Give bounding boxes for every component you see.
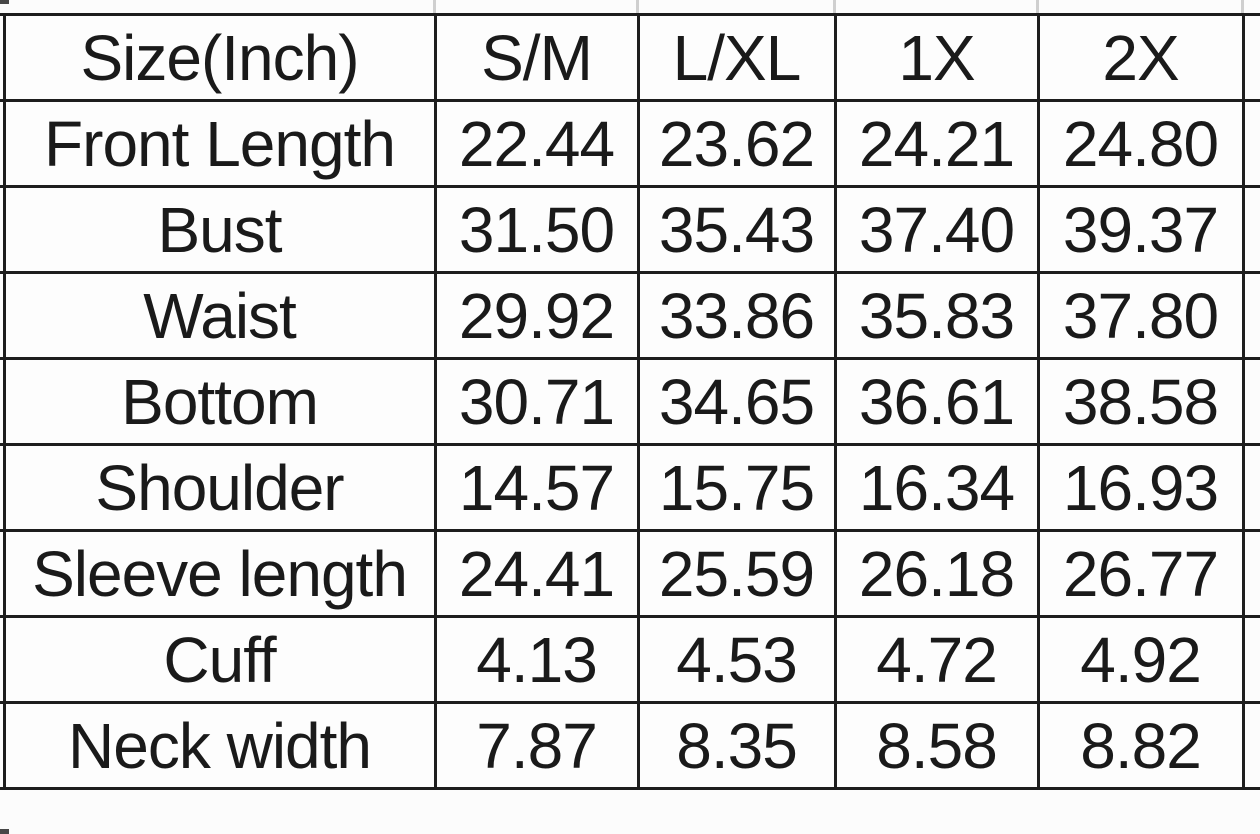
gridline-extension xyxy=(0,99,4,188)
scan-tick xyxy=(1036,0,1039,13)
measurement-row: Cuff 4.13 4.53 4.72 4.92 xyxy=(0,615,1260,704)
measurement-label: Shoulder xyxy=(2,443,437,532)
gridline-extension xyxy=(1243,615,1260,704)
gridline-extension xyxy=(1243,99,1260,188)
measurement-label: Bust xyxy=(2,185,437,274)
size-column-header: 2X xyxy=(1036,13,1245,102)
measurement-value: 8.35 xyxy=(636,701,837,790)
gridline-extension xyxy=(0,13,4,102)
measurement-value: 7.87 xyxy=(433,701,640,790)
measurement-label: Waist xyxy=(2,271,437,360)
measurement-value: 33.86 xyxy=(636,271,837,360)
measurement-label: Bottom xyxy=(2,357,437,446)
scan-tick xyxy=(636,0,639,13)
gridline-extension xyxy=(0,357,4,446)
gridline-extension xyxy=(0,443,4,532)
gridline-extension xyxy=(1243,701,1260,790)
gridline-extension xyxy=(0,615,4,704)
measurement-value: 35.83 xyxy=(833,271,1040,360)
measurement-value: 24.41 xyxy=(433,529,640,618)
measurement-value: 4.53 xyxy=(636,615,837,704)
measurement-value: 16.93 xyxy=(1036,443,1245,532)
measurement-value: 36.61 xyxy=(833,357,1040,446)
measurement-value: 24.21 xyxy=(833,99,1040,188)
size-column-header: S/M xyxy=(433,13,640,102)
measurement-row: Waist 29.92 33.86 35.83 37.80 xyxy=(0,271,1260,360)
header-row: Size(Inch) S/M L/XL 1X 2X xyxy=(0,13,1260,102)
measurement-value: 22.44 xyxy=(433,99,640,188)
size-column-header: 1X xyxy=(833,13,1040,102)
measurement-row: Neck width 7.87 8.35 8.58 8.82 xyxy=(0,701,1260,790)
scan-tick xyxy=(833,0,836,13)
measurement-value: 37.80 xyxy=(1036,271,1245,360)
size-chart-table: Size(Inch) S/M L/XL 1X 2X Front Length 22.44 2… xyxy=(0,13,1260,790)
measurement-value: 14.57 xyxy=(433,443,640,532)
size-column-header: L/XL xyxy=(636,13,837,102)
measurement-value: 35.43 xyxy=(636,185,837,274)
scan-tick xyxy=(433,0,436,13)
measurement-value: 15.75 xyxy=(636,443,837,532)
measurement-value: 25.59 xyxy=(636,529,837,618)
measurement-row: Shoulder 14.57 15.75 16.34 16.93 xyxy=(0,443,1260,532)
size-unit-header: Size(Inch) xyxy=(2,13,437,102)
measurement-value: 30.71 xyxy=(433,357,640,446)
measurement-value: 26.18 xyxy=(833,529,1040,618)
measurement-row: Front Length 22.44 23.62 24.21 24.80 xyxy=(0,99,1260,188)
measurement-value: 26.77 xyxy=(1036,529,1245,618)
measurement-label: Front Length xyxy=(2,99,437,188)
measurement-row: Sleeve length 24.41 25.59 26.18 26.77 xyxy=(0,529,1260,618)
scan-artifact xyxy=(0,0,9,4)
gridline-extension xyxy=(0,529,4,618)
measurement-value: 8.82 xyxy=(1036,701,1245,790)
measurement-value: 38.58 xyxy=(1036,357,1245,446)
measurement-label: Neck width xyxy=(2,701,437,790)
gridline-extension xyxy=(1243,13,1260,102)
measurement-row: Bust 31.50 35.43 37.40 39.37 xyxy=(0,185,1260,274)
gridline-extension xyxy=(1243,357,1260,446)
measurement-row: Bottom 30.71 34.65 36.61 38.58 xyxy=(0,357,1260,446)
measurement-value: 23.62 xyxy=(636,99,837,188)
measurement-value: 4.92 xyxy=(1036,615,1245,704)
measurement-value: 37.40 xyxy=(833,185,1040,274)
gridline-extension xyxy=(1243,443,1260,532)
measurement-value: 34.65 xyxy=(636,357,837,446)
measurement-value: 29.92 xyxy=(433,271,640,360)
measurement-value: 16.34 xyxy=(833,443,1040,532)
gridline-extension xyxy=(1243,529,1260,618)
measurement-value: 4.72 xyxy=(833,615,1040,704)
measurement-value: 4.13 xyxy=(433,615,640,704)
gridline-extension xyxy=(0,185,4,274)
gridline-extension xyxy=(1243,271,1260,360)
measurement-value: 24.80 xyxy=(1036,99,1245,188)
gridline-extension xyxy=(1243,185,1260,274)
gridline-extension xyxy=(0,701,4,790)
measurement-value: 8.58 xyxy=(833,701,1040,790)
scan-artifact xyxy=(0,829,9,834)
measurement-value: 39.37 xyxy=(1036,185,1245,274)
measurement-value: 31.50 xyxy=(433,185,640,274)
measurement-label: Sleeve length xyxy=(2,529,437,618)
gridline-extension xyxy=(0,271,4,360)
scan-tick xyxy=(1241,0,1244,13)
measurement-label: Cuff xyxy=(2,615,437,704)
